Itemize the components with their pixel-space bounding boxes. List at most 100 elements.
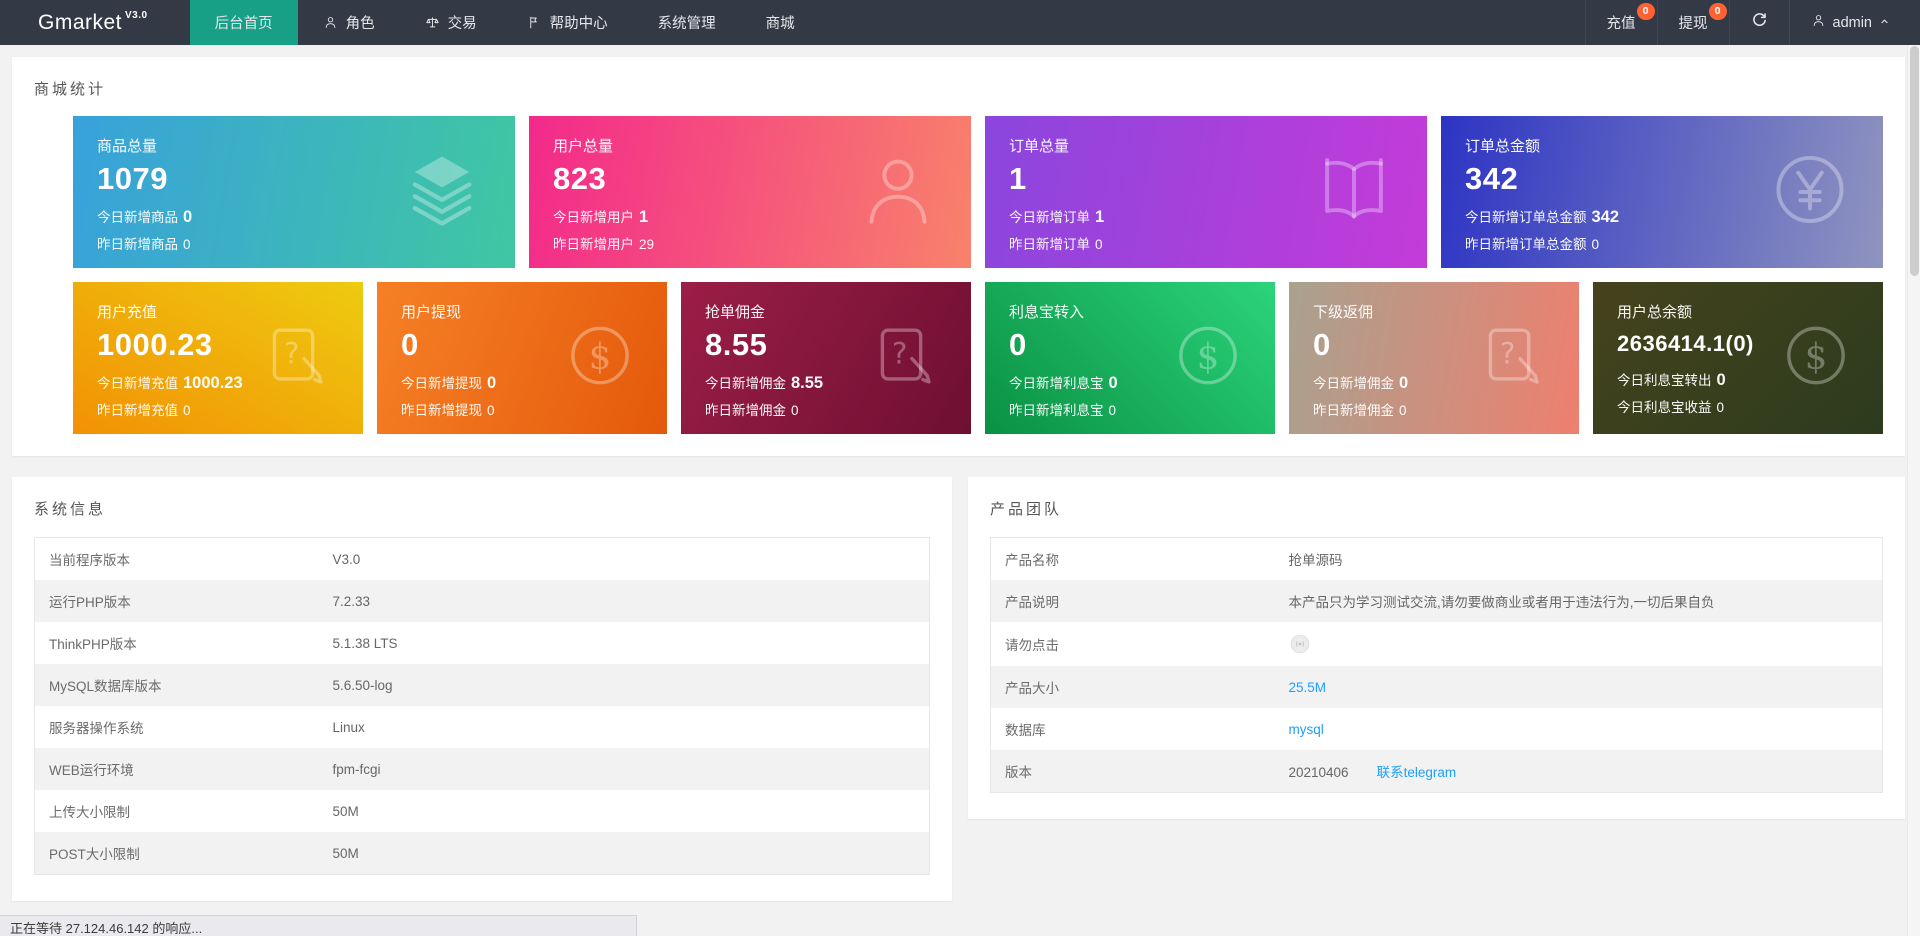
- row-label: 产品说明: [1005, 595, 1059, 610]
- stat-card-line-yesterday: 昨日新增订单总金额 0: [1465, 237, 1600, 252]
- stat-card-line-today: 今日新增订单总金额 342: [1465, 208, 1620, 226]
- table-row: 产品名称 抢单源码: [991, 538, 1883, 581]
- person-icon: [323, 15, 338, 30]
- stat-card-title: 利息宝转入: [1009, 304, 1085, 321]
- stat-card-line-yesterday: 昨日新增商品 0: [97, 237, 191, 252]
- menu-item[interactable]: 后台首页: [189, 0, 298, 45]
- stat-card-title: 用户提现: [401, 304, 462, 321]
- row-label: 请勿点击: [1005, 638, 1059, 653]
- mall-stats-panel: 商城统计 商品总量 1079 今日新增商品 0 昨日新增商品 0 用户总量 823 今日新增用户…: [12, 57, 1905, 456]
- stat-card-title: 订单总量: [1009, 138, 1070, 155]
- stat-card: 抢单佣金 8.55 今日新增佣金 8.55 昨日新增佣金 0?: [681, 282, 971, 434]
- refresh-icon: [1751, 12, 1768, 33]
- menu-item-label: 角色: [345, 16, 375, 32]
- menu-item[interactable]: 帮助中心: [502, 0, 633, 45]
- do-not-click-icon[interactable]: [1289, 633, 1311, 655]
- stat-card-line-today: 今日新增商品 0: [97, 208, 193, 226]
- scrollbar-track[interactable]: [1907, 0, 1920, 936]
- menu-item[interactable]: 商城: [741, 0, 820, 45]
- recharge-label: 充值: [1606, 16, 1636, 32]
- row-value: 20210406 联系telegram: [1275, 750, 1883, 793]
- table-row: 版本 20210406 联系telegram: [990, 750, 1883, 793]
- value-link[interactable]: 25.5M: [1288, 679, 1327, 695]
- row-value: [1275, 622, 1883, 666]
- menu-item-label: 商城: [765, 16, 795, 32]
- recharge-button[interactable]: 充值 0: [1584, 0, 1657, 45]
- navbar-right: 充值 0 提现 0 admin: [1584, 0, 1920, 45]
- top-navbar: Gmarket V3.0 后台首页 角色 交易 帮助中心 系统管理 商城 充值 0 提现 0…: [0, 0, 1920, 45]
- system-info-panel: 系统信息 当前程序版本 V3.0 运行PHP版本 7.2.33 ThinkPHP版本 5.…: [12, 477, 952, 901]
- stat-card-title: 下级返佣: [1313, 304, 1374, 321]
- stat-card-value: 8.55: [705, 327, 768, 362]
- stat-card-line-yesterday: 昨日新增提现 0: [401, 403, 495, 418]
- row-value: mysql: [1275, 708, 1883, 750]
- value-link[interactable]: mysql: [1288, 721, 1324, 737]
- stat-card-title: 抢单佣金: [705, 304, 766, 321]
- stat-card: 用户总余额 2636414.1(0) 今日利息宝转出 0 今日利息宝收益 0 $: [1593, 282, 1883, 434]
- chevron-up-icon: [1879, 15, 1890, 31]
- scales-icon: [425, 15, 440, 30]
- row-label: 数据库: [1005, 723, 1046, 738]
- table-row: WEB运行环境 fpm-fcgi: [34, 748, 930, 790]
- menu-item[interactable]: 系统管理: [633, 0, 741, 45]
- stat-card-title: 商品总量: [97, 138, 158, 155]
- table-row: 当前程序版本 V3.0: [35, 538, 930, 581]
- stat-card-value: 1079: [97, 161, 168, 196]
- stat-card-title: 用户充值: [97, 304, 158, 321]
- brand-version: V3.0: [125, 10, 148, 21]
- stat-card-title: 用户总余额: [1617, 304, 1693, 321]
- stat-card-line-yesterday: 昨日新增佣金 0: [1313, 403, 1407, 418]
- stat-card-value: 1000.23: [97, 327, 213, 362]
- value-link[interactable]: 联系telegram: [1376, 765, 1457, 780]
- row-label: 服务器操作系统: [49, 721, 144, 736]
- stat-card: 用户总量 823 今日新增用户 1 昨日新增用户 29: [529, 116, 971, 268]
- menu-item[interactable]: 交易: [400, 0, 502, 45]
- stat-card-value: 1: [1009, 161, 1027, 196]
- table-row: 产品说明 本产品只为学习测试交流,请勿要做商业或者用于违法行为,一切后果自负: [990, 580, 1883, 622]
- menu-item-label: 系统管理: [657, 16, 716, 32]
- stat-card-line-today: 今日新增订单 1: [1009, 208, 1105, 226]
- scrollbar-thumb[interactable]: [1910, 46, 1919, 276]
- row-label: WEB运行环境: [49, 763, 134, 778]
- main-menu: 后台首页 角色 交易 帮助中心 系统管理 商城: [189, 0, 820, 45]
- row-value: 7.2.33: [332, 593, 371, 609]
- row-value: 5.1.38 LTS: [332, 635, 398, 651]
- row-label: MySQL数据库版本: [49, 679, 162, 694]
- row-label: 运行PHP版本: [49, 595, 131, 610]
- stat-card-line-yesterday: 昨日新增充值 0: [97, 403, 191, 418]
- row-value: 本产品只为学习测试交流,请勿要做商业或者用于违法行为,一切后果自负: [1275, 580, 1883, 622]
- withdraw-button[interactable]: 提现 0: [1656, 0, 1729, 45]
- stat-card: 利息宝转入 0 今日新增利息宝 0 昨日新增利息宝 0 $: [985, 282, 1275, 434]
- stat-card-value: 823: [553, 161, 607, 196]
- status-text: 正在等待 27.124.46.142 的响应...: [10, 921, 203, 936]
- withdraw-label: 提现: [1678, 16, 1708, 32]
- refresh-button[interactable]: [1728, 0, 1789, 45]
- withdraw-badge: 0: [1708, 3, 1727, 20]
- stat-card: 用户充值 1000.23 今日新增充值 1000.23 昨日新增充值 0?: [73, 282, 363, 434]
- admin-menu[interactable]: admin: [1788, 0, 1920, 45]
- stat-card: 下级返佣 0 今日新增佣金 0 昨日新增佣金 0?: [1289, 282, 1579, 434]
- admin-username: admin: [1832, 14, 1873, 31]
- value-text: 20210406: [1288, 765, 1349, 780]
- table-row: 数据库 mysql: [991, 708, 1883, 750]
- brand-logo[interactable]: Gmarket V3.0: [0, 0, 190, 45]
- stat-card-title: 用户总量: [553, 138, 614, 155]
- row-value: 抢单源码: [1275, 538, 1883, 581]
- row-label: POST大小限制: [49, 847, 140, 862]
- row-label: 版本: [1005, 765, 1032, 780]
- bottom-panels: 系统信息 当前程序版本 V3.0 运行PHP版本 7.2.33 ThinkPHP版本 5.…: [12, 477, 1905, 901]
- stat-card-line-yesterday: 昨日新增用户 29: [553, 237, 655, 252]
- stat-card-line-today: 今日新增佣金 0: [1313, 374, 1409, 392]
- stat-card-line-yesterday: 昨日新增利息宝 0: [1009, 403, 1117, 418]
- browser-status-bar: 正在等待 27.124.46.142 的响应...: [0, 915, 637, 936]
- table-row: 服务器操作系统 Linux: [35, 706, 930, 748]
- stat-card-value: 342: [1465, 161, 1519, 196]
- row-label: ThinkPHP版本: [49, 637, 137, 652]
- stat-card-line-today: 今日新增利息宝 0: [1009, 374, 1118, 392]
- stat-card-value: 0: [1009, 327, 1027, 362]
- user-icon: [1811, 13, 1826, 32]
- menu-item[interactable]: 角色: [298, 0, 400, 45]
- menu-item-label: 交易: [447, 16, 477, 32]
- menu-item-label: 后台首页: [214, 16, 273, 32]
- row-label: 产品大小: [1005, 681, 1059, 696]
